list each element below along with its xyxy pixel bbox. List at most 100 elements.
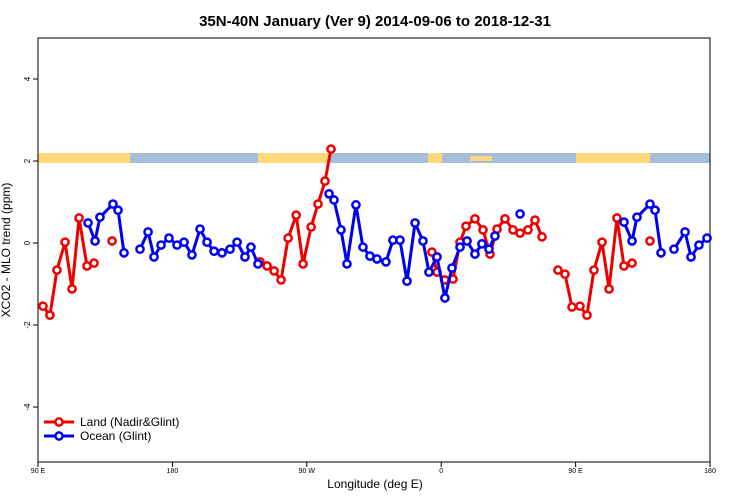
data-point (253, 259, 263, 269)
data-point (560, 269, 570, 280)
data-point (95, 212, 105, 223)
data-point (262, 261, 272, 271)
data-point (225, 244, 235, 255)
data-point (619, 261, 629, 271)
data-point (329, 195, 339, 205)
data-point (395, 235, 405, 246)
data-point (52, 265, 62, 275)
y-tick-label: 0 (23, 240, 32, 245)
data-point (38, 301, 48, 312)
data-point (232, 237, 242, 248)
data-point (589, 265, 599, 275)
data-point (381, 257, 391, 267)
data-point (108, 199, 118, 209)
data-point (320, 176, 330, 186)
data-point (424, 267, 434, 277)
plot-frame (37, 37, 711, 463)
data-point (45, 310, 55, 321)
data-point (418, 236, 428, 246)
legend-label: Ocean (Glint) (80, 429, 151, 443)
data-point (67, 284, 77, 294)
data-point (90, 236, 100, 246)
data-point (246, 242, 256, 252)
data-point (74, 213, 84, 223)
data-point (195, 224, 205, 234)
y-axis-label: XCO2 - MLO trend (ppm) (0, 183, 13, 318)
data-point (575, 301, 585, 312)
data-point (597, 237, 607, 248)
data-point (553, 265, 563, 275)
data-point (680, 227, 690, 237)
y-tick-label: -2 (23, 321, 32, 329)
data-point (313, 199, 323, 209)
x-tick-label: 90 W (299, 468, 316, 475)
data-point (432, 252, 442, 262)
data-point (326, 144, 336, 154)
y-tick-label: -4 (23, 403, 32, 411)
data-point (567, 302, 577, 312)
data-point (60, 237, 70, 248)
data-point (619, 217, 629, 227)
data-point (627, 258, 637, 268)
data-point (240, 252, 250, 262)
chart-title: 35N-40N January (Ver 9) 2014-09-06 to 20… (199, 13, 551, 30)
data-point (702, 233, 712, 243)
data-point (656, 248, 666, 258)
data-point (410, 218, 420, 228)
data-point (470, 249, 480, 259)
data-point (455, 242, 465, 252)
data-point (484, 244, 494, 255)
data-point (490, 231, 500, 241)
data-point (402, 276, 412, 287)
legend-label: Land (Nadir&Glint) (80, 415, 179, 429)
data-point (632, 212, 642, 223)
data-point (478, 225, 488, 235)
data-point (351, 200, 361, 210)
data-point (447, 263, 457, 273)
data-point (269, 266, 279, 276)
data-point (686, 252, 696, 262)
data-point (306, 222, 316, 232)
data-point (156, 240, 166, 250)
x-tick-label: 0 (439, 468, 443, 475)
y-tick-label: 2 (23, 158, 32, 163)
data-point (164, 233, 174, 243)
data-point (645, 236, 655, 246)
legend-marker (54, 431, 64, 441)
data-point (604, 284, 614, 294)
data-point (372, 254, 382, 264)
data-point (461, 221, 471, 232)
data-point (276, 275, 286, 285)
land-ocean-strip (38, 153, 710, 163)
data-point (336, 225, 346, 235)
data-point (298, 259, 308, 269)
x-tick-label: 180 (167, 468, 179, 475)
data-point (187, 250, 197, 260)
data-point (342, 259, 352, 269)
data-point (358, 242, 368, 252)
data-point (119, 248, 129, 258)
data-point (440, 293, 450, 303)
data-point (149, 252, 159, 262)
data-point (83, 218, 93, 228)
data-point (217, 248, 227, 258)
data-point (582, 310, 592, 321)
data-point (470, 213, 480, 224)
data-point (669, 244, 679, 255)
data-point (291, 210, 302, 220)
data-point (462, 236, 472, 246)
data-point (209, 246, 219, 257)
data-point (283, 233, 293, 243)
data-point (523, 225, 533, 235)
data-point (530, 215, 540, 225)
data-point (627, 236, 637, 246)
data-point (113, 205, 123, 216)
data-point (612, 213, 622, 223)
data-point (500, 213, 510, 224)
data-point (515, 209, 525, 219)
series-line (43, 149, 650, 315)
data-point (107, 236, 117, 246)
x-tick-label: 90 E (31, 468, 46, 475)
y-tick-label: 4 (23, 76, 32, 81)
x-axis-label: Longitude (deg E) (327, 477, 422, 491)
